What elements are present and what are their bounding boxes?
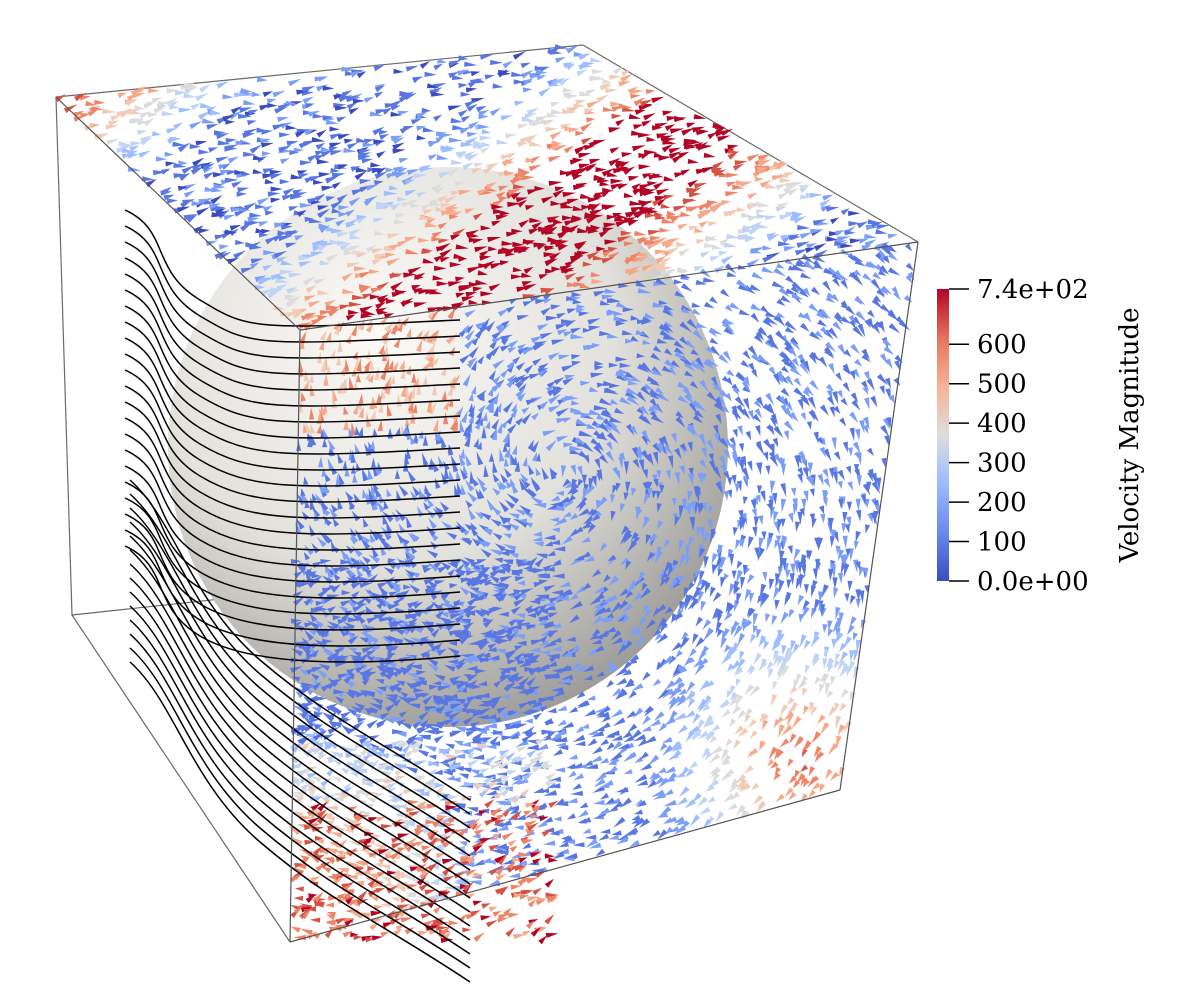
legend-tick-label: 7.4e+02 xyxy=(977,275,1089,305)
legend-tick-label: 300 xyxy=(977,449,1027,479)
legend-ticks: 7.4e+02 600 500 400 300 200 100 0.0e+00 xyxy=(949,275,1089,597)
bounding-box-front xyxy=(55,96,919,943)
colorbar xyxy=(937,289,949,581)
legend-tick-label: 200 xyxy=(977,488,1027,518)
legend-tick-label: 500 xyxy=(977,370,1027,400)
legend-tick-label: 600 xyxy=(977,330,1027,360)
color-legend: 7.4e+02 600 500 400 300 200 100 0.0e+00 Velocit… xyxy=(937,275,1145,597)
streamlines xyxy=(124,209,471,983)
legend-tick-label: 400 xyxy=(977,409,1027,439)
legend-title: Velocity Magnitude xyxy=(1115,307,1145,563)
legend-tick-label: 100 xyxy=(977,528,1027,558)
top-glyph-plane xyxy=(55,44,898,331)
legend-tick-label: 0.0e+00 xyxy=(977,567,1089,597)
